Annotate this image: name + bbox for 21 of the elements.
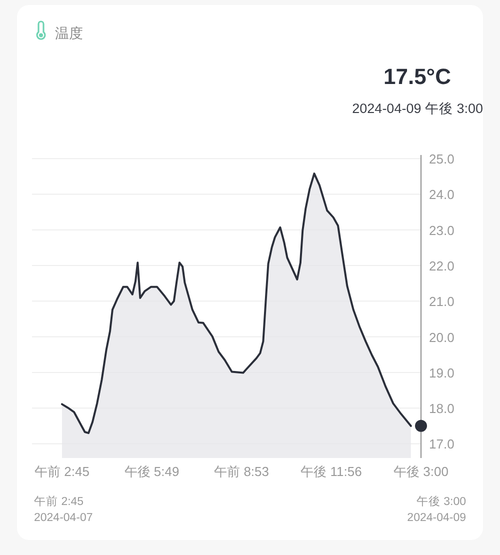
y-tick-label: 20.0 xyxy=(429,330,454,345)
text: 午前 2:45 xyxy=(34,495,84,508)
text: 2024-04-07 xyxy=(34,512,93,524)
y-tick-label: 24.0 xyxy=(429,187,454,202)
y-tick-label: 21.0 xyxy=(429,294,454,310)
x-tick-label: 午前 2:45 xyxy=(34,464,90,479)
y-tick-label: 25.0 xyxy=(429,152,454,167)
y-tick-label: 17.0 xyxy=(429,436,454,452)
x-tick-label: 午前 8:53 xyxy=(214,464,270,479)
y-tick-label: 19.0 xyxy=(429,365,454,380)
text: 午後 3:00 xyxy=(416,495,466,508)
text: 2024-04-09 xyxy=(407,512,466,524)
x-tick-label: 午後 3:00 xyxy=(394,464,448,479)
text: 2024-04-09 午後 3:00 xyxy=(352,101,483,116)
y-tick-label: 18.0 xyxy=(429,401,454,416)
chart-title: 温度 xyxy=(55,25,83,41)
y-tick-label: 22.0 xyxy=(429,258,454,274)
x-tick-label: 午後 11:56 xyxy=(300,464,362,479)
y-tick-label: 23.0 xyxy=(429,222,454,238)
x-tick-label: 午後 5:49 xyxy=(124,464,180,479)
text: 17.5°C xyxy=(383,64,452,89)
